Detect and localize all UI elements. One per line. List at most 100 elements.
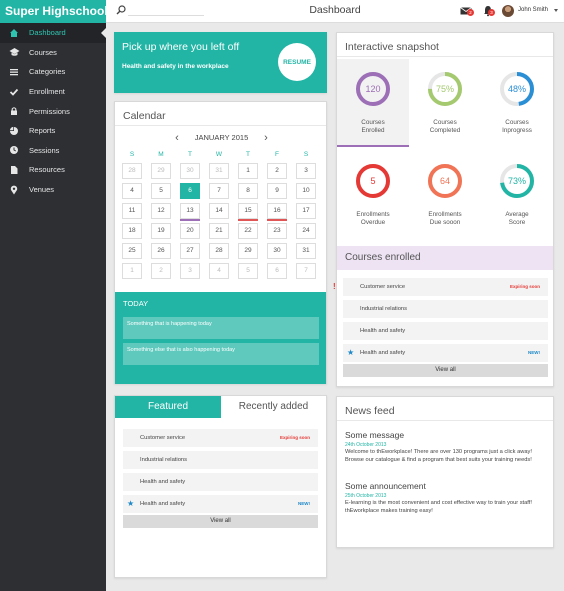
list-icon <box>8 67 20 77</box>
calendar-day[interactable]: 14 <box>209 203 229 219</box>
snapshot-item[interactable]: 120 Courses Enrolled <box>337 59 409 147</box>
search-icon[interactable] <box>116 5 126 15</box>
calendar-day[interactable]: 10 <box>296 183 316 199</box>
list-item[interactable]: Health and safety <box>123 473 318 491</box>
today-event[interactable]: Something that is happening today <box>123 317 319 339</box>
view-all-button[interactable]: View all <box>123 515 318 528</box>
courses-enrolled-title: Courses enrolled <box>337 246 553 270</box>
list-item[interactable]: ! Customer service Expiring soon <box>333 278 548 296</box>
calendar-day-today[interactable]: 6 <box>180 183 200 199</box>
calendar-day[interactable]: 1 <box>122 263 142 279</box>
calendar-day[interactable]: 28 <box>122 163 142 179</box>
news-item-date: 25th October 2013 <box>345 493 387 499</box>
sidebar-item-label: Categories <box>29 67 66 77</box>
tab-recently-added[interactable]: Recently added <box>238 401 309 412</box>
view-all-button[interactable]: View all <box>343 364 548 377</box>
enrolled-course-list: ! Customer service Expiring soon Industrial… <box>333 278 548 378</box>
calendar-day[interactable]: 1 <box>238 163 258 179</box>
sidebar-item-venues[interactable]: Venues <box>0 180 106 200</box>
calendar-day[interactable]: 2 <box>151 263 171 279</box>
calendar-day[interactable]: 27 <box>180 243 200 259</box>
calendar-day[interactable]: 26 <box>151 243 171 259</box>
snapshot-item[interactable]: 5 Enrollments Overdue <box>337 151 409 239</box>
list-item[interactable]: ★ Health and safety NEW! <box>343 344 548 362</box>
mail-icon[interactable] <box>460 5 472 17</box>
chevron-right-icon[interactable]: › <box>264 132 268 144</box>
list-item[interactable]: Industrial relations <box>343 300 548 318</box>
calendar-day[interactable]: 5 <box>151 183 171 199</box>
calendar-day[interactable]: 6 <box>267 263 287 279</box>
news-feed-card: News feed Some message 24th October 2013… <box>336 396 554 548</box>
tab-featured[interactable]: Featured <box>115 396 221 418</box>
list-item[interactable]: Health and safety <box>343 322 548 340</box>
snapshot-label-line: Enrollments <box>356 211 390 218</box>
day-of-week-label: T <box>188 151 192 158</box>
sidebar-item-dashboard[interactable]: Dashboard <box>0 23 106 43</box>
user-name[interactable]: John Smith <box>518 7 549 13</box>
calendar-day[interactable]: 21 <box>209 223 229 239</box>
list-item[interactable]: Industrial relations <box>123 451 318 469</box>
calendar-day[interactable]: 9 <box>267 183 287 199</box>
calendar-day[interactable]: 24 <box>296 223 316 239</box>
calendar-day[interactable]: 5 <box>238 263 258 279</box>
calendar-day[interactable]: 17 <box>296 203 316 219</box>
news-item-title[interactable]: Some announcement <box>345 481 426 491</box>
list-item[interactable]: ★ Health and safety NEW! <box>123 495 318 513</box>
app-brand[interactable]: Super Highschool <box>0 0 106 23</box>
calendar-day[interactable]: 29 <box>151 163 171 179</box>
calendar-day[interactable]: 31 <box>296 243 316 259</box>
snapshot-label-line: Completed <box>429 127 461 134</box>
calendar-day[interactable]: 3 <box>296 163 316 179</box>
calendar-day[interactable]: 12 <box>151 203 171 219</box>
avatar[interactable] <box>502 5 514 17</box>
calendar-day[interactable]: 4 <box>122 183 142 199</box>
snapshot-label-line: Courses <box>505 119 529 126</box>
featured-card: Featured Recently added Customer service… <box>114 395 327 578</box>
snapshot-item[interactable]: 75% Courses Completed <box>409 59 481 147</box>
sidebar-item-label: Reports <box>29 126 56 136</box>
snapshot-label: Average Score <box>481 211 553 227</box>
calendar-day[interactable]: 18 <box>122 223 142 239</box>
calendar-day[interactable]: 13 <box>180 203 200 221</box>
calendar-day[interactable]: 20 <box>180 223 200 239</box>
today-event[interactable]: Something else that is also happening to… <box>123 343 319 365</box>
calendar-day[interactable]: 30 <box>180 163 200 179</box>
day-of-week-label: T <box>246 151 250 158</box>
calendar-day[interactable]: 7 <box>296 263 316 279</box>
snapshot-item[interactable]: 48% Courses Inprogress <box>481 59 553 147</box>
sidebar-item-permissions[interactable]: Permissions <box>0 101 106 121</box>
sidebar-item-reports[interactable]: Reports <box>0 121 106 141</box>
calendar-day[interactable]: 16 <box>267 203 287 221</box>
calendar-day[interactable]: 31 <box>209 163 229 179</box>
sidebar-item-resources[interactable]: Resources <box>0 160 106 180</box>
calendar-day[interactable]: 30 <box>267 243 287 259</box>
sidebar-item-courses[interactable]: Courses <box>0 43 106 63</box>
sidebar-item-categories[interactable]: Categories <box>0 62 106 82</box>
calendar-day[interactable]: 19 <box>151 223 171 239</box>
resume-button[interactable]: RESUME <box>278 43 316 81</box>
news-item-title[interactable]: Some message <box>345 430 405 440</box>
calendar-day[interactable]: 8 <box>238 183 258 199</box>
calendar-day[interactable]: 7 <box>209 183 229 199</box>
snapshot-item[interactable]: 73% Average Score <box>481 151 553 239</box>
calendar-day[interactable]: 29 <box>238 243 258 259</box>
calendar-day[interactable]: 11 <box>122 203 142 219</box>
calendar-day[interactable]: 2 <box>267 163 287 179</box>
sidebar-item-enrollment[interactable]: Enrollment <box>0 82 106 102</box>
snapshot-item[interactable]: 64 Enrollments Due sooon <box>409 151 481 239</box>
calendar-day[interactable]: 15 <box>238 203 258 221</box>
calendar-day[interactable]: 28 <box>209 243 229 259</box>
calendar-day[interactable]: 4 <box>209 263 229 279</box>
list-item[interactable]: Customer service Expiring soon <box>123 429 318 447</box>
search-input[interactable] <box>128 15 204 16</box>
sidebar-item-sessions[interactable]: Sessions <box>0 141 106 161</box>
calendar-day[interactable]: 22 <box>238 223 258 239</box>
calendar-day[interactable]: 25 <box>122 243 142 259</box>
sidebar-item-label: Sessions <box>29 145 60 155</box>
ring-fill <box>356 164 390 198</box>
chevron-left-icon[interactable]: ‹ <box>175 132 179 144</box>
calendar-day[interactable]: 23 <box>267 223 287 239</box>
calendar-day[interactable]: 3 <box>180 263 200 279</box>
chevron-down-icon[interactable] <box>554 9 558 12</box>
day-of-week-label: W <box>215 151 223 158</box>
